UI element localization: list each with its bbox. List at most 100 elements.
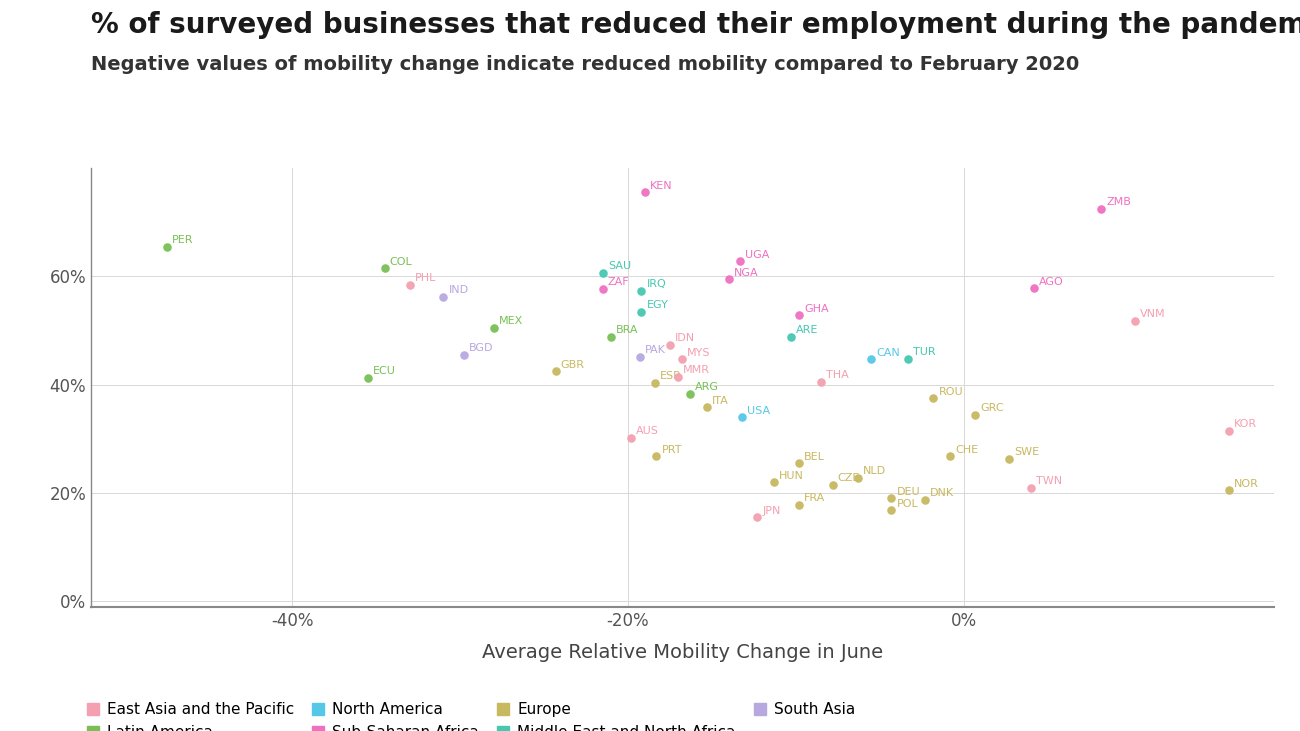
Text: ZMB: ZMB: [1106, 197, 1131, 207]
Text: HUN: HUN: [779, 471, 803, 480]
Point: [454, 349, 474, 361]
Point: [629, 351, 650, 363]
Point: [697, 401, 718, 413]
Text: ARE: ARE: [796, 325, 818, 336]
Point: [621, 432, 642, 444]
Text: BRA: BRA: [616, 325, 638, 336]
Point: [358, 372, 378, 384]
Text: DNK: DNK: [930, 488, 954, 498]
Point: [823, 479, 844, 491]
Text: PRT: PRT: [662, 444, 683, 455]
Point: [1124, 315, 1145, 327]
Point: [789, 309, 810, 321]
Point: [433, 291, 454, 303]
Text: THA: THA: [826, 371, 849, 380]
Point: [374, 262, 395, 274]
Point: [156, 240, 177, 252]
Text: SWE: SWE: [1014, 447, 1039, 458]
Text: POL: POL: [897, 499, 918, 509]
Text: IDN: IDN: [675, 333, 696, 343]
Text: MEX: MEX: [499, 317, 523, 326]
Point: [634, 186, 655, 198]
Text: CHE: CHE: [956, 444, 979, 455]
Point: [630, 306, 651, 317]
Point: [593, 283, 614, 295]
Text: Negative values of mobility change indicate reduced mobility compared to Februar: Negative values of mobility change indic…: [91, 55, 1079, 74]
Text: AGO: AGO: [1039, 277, 1063, 287]
Point: [861, 353, 881, 365]
Text: CZE: CZE: [837, 473, 861, 483]
Point: [898, 353, 919, 365]
Text: FRA: FRA: [805, 493, 826, 504]
Text: PAK: PAK: [645, 345, 666, 355]
X-axis label: Average Relative Mobility Change in June: Average Relative Mobility Change in June: [482, 643, 883, 662]
Point: [1023, 282, 1044, 294]
Point: [593, 267, 614, 279]
Text: ROU: ROU: [939, 387, 963, 397]
Point: [668, 371, 689, 382]
Text: AUS: AUS: [637, 426, 659, 436]
Text: IRQ: IRQ: [646, 279, 666, 289]
Point: [915, 493, 936, 505]
Text: PER: PER: [172, 235, 192, 245]
Point: [810, 376, 831, 388]
Point: [881, 504, 902, 516]
Point: [680, 388, 701, 400]
Point: [731, 255, 751, 267]
Text: TUR: TUR: [913, 347, 936, 357]
Point: [671, 353, 692, 365]
Text: EGY: EGY: [646, 300, 668, 310]
Point: [484, 322, 504, 334]
Text: SAU: SAU: [608, 261, 630, 271]
Text: % of surveyed businesses that reduced their employment during the pandemic: % of surveyed businesses that reduced th…: [91, 11, 1300, 39]
Text: BGD: BGD: [468, 344, 493, 353]
Text: GBR: GBR: [560, 360, 585, 370]
Text: ARG: ARG: [696, 382, 719, 393]
Point: [630, 285, 651, 297]
Text: JPN: JPN: [762, 506, 780, 516]
Point: [746, 512, 767, 523]
Point: [763, 477, 784, 488]
Text: ECU: ECU: [373, 366, 395, 376]
Text: VNM: VNM: [1140, 309, 1165, 319]
Point: [965, 409, 985, 420]
Text: ITA: ITA: [712, 396, 728, 406]
Point: [645, 377, 666, 389]
Point: [789, 499, 810, 511]
Text: NLD: NLD: [863, 466, 887, 476]
Text: TWN: TWN: [1036, 476, 1062, 486]
Text: UGA: UGA: [745, 250, 770, 260]
Legend: East Asia and the Pacific, Latin America, North America, Sub-Saharan Africa, Eur: East Asia and the Pacific, Latin America…: [87, 702, 855, 731]
Text: ZAF: ZAF: [608, 277, 629, 287]
Text: PHL: PHL: [415, 273, 437, 283]
Text: MMR: MMR: [684, 365, 710, 375]
Point: [1218, 425, 1239, 436]
Point: [1091, 203, 1112, 215]
Text: MYS: MYS: [686, 348, 710, 357]
Text: CAN: CAN: [876, 348, 900, 357]
Text: ESP: ESP: [660, 371, 681, 382]
Point: [780, 331, 801, 343]
Point: [940, 450, 961, 462]
Text: NOR: NOR: [1234, 479, 1258, 489]
Point: [601, 331, 621, 343]
Text: KEN: KEN: [650, 181, 672, 191]
Point: [1020, 482, 1041, 493]
Text: GRC: GRC: [980, 403, 1004, 413]
Text: COL: COL: [390, 257, 412, 267]
Text: BEL: BEL: [805, 452, 826, 461]
Point: [881, 493, 902, 504]
Point: [923, 393, 944, 404]
Text: KOR: KOR: [1234, 419, 1257, 429]
Text: NGA: NGA: [733, 268, 758, 278]
Text: USA: USA: [747, 406, 770, 416]
Text: GHA: GHA: [805, 304, 829, 314]
Point: [998, 453, 1019, 465]
Point: [659, 338, 680, 350]
Point: [732, 412, 753, 423]
Point: [789, 458, 810, 469]
Point: [646, 450, 667, 462]
Point: [848, 472, 868, 484]
Point: [399, 279, 420, 290]
Point: [1218, 485, 1239, 496]
